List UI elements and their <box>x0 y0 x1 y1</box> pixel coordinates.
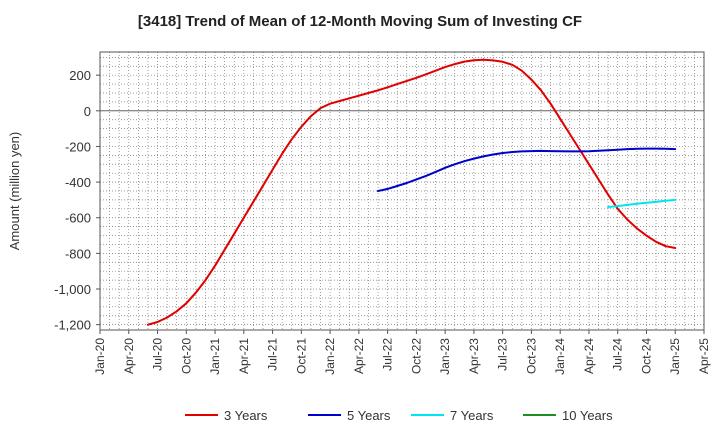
legend-label: 10 Years <box>562 408 613 423</box>
x-tick-label: Jan-24 <box>553 338 567 375</box>
x-tick-label: Apr-23 <box>467 338 481 374</box>
series-line <box>377 147 677 192</box>
x-tick-label: Apr-21 <box>237 338 251 374</box>
y-tick-label: -400 <box>65 175 91 190</box>
x-tick-label: Apr-24 <box>582 338 596 374</box>
x-tick-label: Jul-24 <box>611 338 625 371</box>
x-tick-label: Jul-20 <box>151 338 165 371</box>
legend-label: 5 Years <box>347 408 391 423</box>
y-tick-label: 200 <box>69 68 91 83</box>
y-tick-label: -1,000 <box>54 282 91 297</box>
x-tick-label: Jan-21 <box>208 338 222 375</box>
plot-frame <box>99 51 705 331</box>
x-tick-label: Oct-22 <box>409 338 423 374</box>
legend-label: 7 Years <box>450 408 494 423</box>
x-tick-label: Jul-21 <box>266 338 280 371</box>
y-tick-label: -200 <box>65 139 91 154</box>
x-tick-label: Oct-21 <box>294 338 308 374</box>
y-tick-label: 0 <box>84 104 91 119</box>
x-tick-label: Jul-23 <box>496 338 510 371</box>
x-tick-label: Apr-25 <box>697 338 711 374</box>
series-line <box>146 58 677 326</box>
y-tick-label: -600 <box>65 211 91 226</box>
series-line <box>607 198 677 208</box>
x-tick-label: Jan-23 <box>438 338 452 375</box>
x-tick-label: Oct-24 <box>639 338 653 374</box>
plot-area <box>100 52 704 330</box>
x-tick-label: Oct-23 <box>524 338 538 374</box>
x-tick-label: Jul-22 <box>381 338 395 371</box>
chart-title: [3418] Trend of Mean of 12-Month Moving … <box>137 13 583 30</box>
y-tick-label: -1,200 <box>54 318 91 333</box>
x-tick-label: Jan-20 <box>93 338 107 375</box>
x-tick-label: Jan-25 <box>668 338 682 375</box>
x-tick-label: Jan-22 <box>323 338 337 375</box>
y-tick-label: -800 <box>65 246 91 261</box>
legend-label: 3 Years <box>224 408 268 423</box>
x-tick-label: Apr-22 <box>352 338 366 374</box>
y-axis-label: Amount (million yen) <box>7 132 22 251</box>
x-tick-label: Apr-20 <box>122 338 136 374</box>
x-tick-label: Oct-20 <box>179 338 193 374</box>
